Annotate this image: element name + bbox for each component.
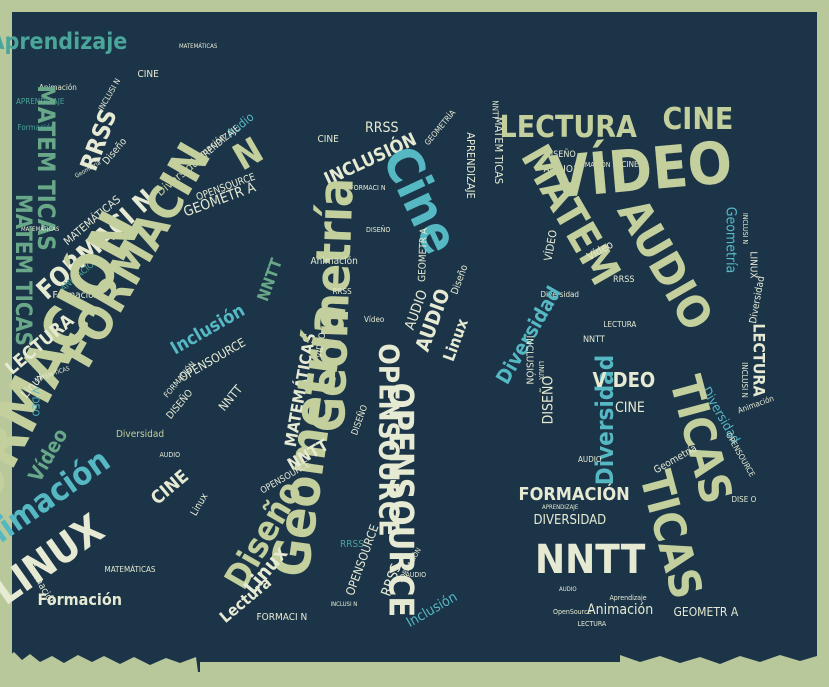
cloud-word: DISE O	[731, 495, 757, 504]
cloud-word: LECTURA	[577, 619, 607, 628]
cloud-word: RRSS	[340, 539, 364, 550]
cloud-word: CINE	[662, 102, 734, 137]
cloud-word: AUDIO	[578, 455, 602, 464]
cloud-word: AUDIO	[405, 570, 427, 579]
cloud-word: MATEMÁTICAS	[21, 226, 60, 233]
cloud-word: MATEMÁTICAS	[179, 43, 218, 50]
cloud-word: NNTT	[535, 537, 646, 583]
cloud-word: Animación	[310, 256, 358, 267]
cloud-word: CINE	[615, 400, 645, 416]
cloud-word: AUDIO	[559, 586, 577, 593]
cloud-word: ANIMACIÓN	[574, 160, 611, 169]
cloud-word: V DEO	[592, 368, 656, 392]
cloud-word: CINE	[621, 160, 639, 169]
cloud-word: Formación	[52, 290, 100, 301]
cloud-word: CINE	[317, 134, 339, 145]
cloud-word: FORMACI N	[256, 612, 308, 623]
cloud-word: GEOMETR A	[673, 605, 739, 619]
cloud-word: Formación	[17, 123, 55, 132]
cloud-word: AUDIO	[543, 164, 573, 175]
cloud-word: Animación	[587, 602, 654, 618]
cloud-word: FORMACIÓN	[518, 484, 630, 505]
cloud-word: LECTURA	[499, 110, 637, 145]
cloud-word: RRSS	[613, 274, 635, 285]
cloud-word: AUDIO	[159, 450, 181, 459]
cloud-word: APRENDIZAJE	[542, 504, 579, 511]
cloud-word: FORMACI N	[350, 183, 386, 192]
cloud-word: NNTT	[583, 334, 605, 345]
cloud-word: DISEÑO	[366, 225, 391, 234]
cloud-word: Formación	[37, 590, 123, 609]
cloud-word: RRSS	[365, 120, 399, 136]
cloud-word: MATEMÁTICAS	[104, 565, 156, 574]
cloud-word: DISEÑO	[544, 149, 576, 160]
cloud-word: DIVERSIDAD	[533, 512, 607, 528]
cloud-word: Diversidad	[116, 429, 165, 440]
word-cloud-panel: Aprendizaje MATEMÁTICAS CINE Animación INCLU…	[0, 12, 817, 672]
cloud-word: Aprendizaje	[609, 593, 647, 602]
cloud-word: Aprendizaje	[0, 28, 128, 55]
cloud-word: APRENDIZAJE	[16, 97, 65, 106]
cloud-word: Animación	[39, 83, 77, 92]
cloud-word: INCLUSI N	[330, 601, 358, 608]
cloud-word: CINE	[137, 69, 159, 80]
cloud-word: LECTURA	[603, 320, 637, 329]
cloud-word: RRSS	[332, 287, 352, 296]
cloud-word: Diversidad	[540, 290, 580, 299]
cloud-word: OpenSource	[553, 607, 592, 616]
cloud-word: Vídeo	[364, 315, 385, 324]
